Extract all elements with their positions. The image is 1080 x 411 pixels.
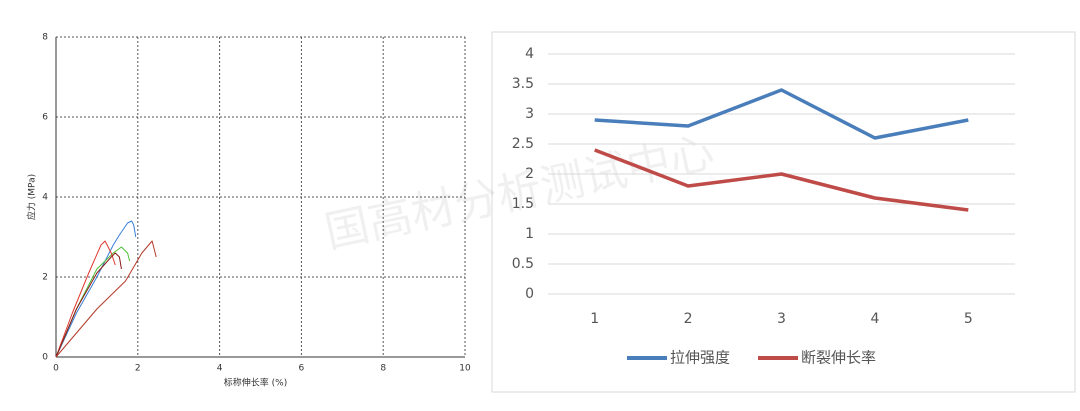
x-tick-label: 5: [964, 311, 973, 327]
y-tick-label: 6: [42, 113, 48, 123]
x-tick-label: 4: [217, 364, 223, 374]
x-axis-label: 标称伸长率 (%): [224, 377, 287, 389]
y-tick-label: 0: [42, 353, 48, 363]
x-tick-label: 2: [684, 311, 693, 327]
y-tick-label: 3: [525, 106, 534, 122]
x-tick-label: 1: [590, 311, 599, 327]
y-tick-label: 2: [525, 166, 534, 182]
series-line: [594, 148, 969, 212]
y-tick-label: 8: [42, 33, 48, 43]
chart-frame: [491, 31, 1076, 393]
x-tick-label: 2: [135, 364, 141, 374]
y-tick-label: 2: [42, 273, 48, 283]
y-tick-label: 2.5: [512, 136, 534, 152]
series-line: [55, 240, 116, 358]
legend-label: 拉伸强度: [670, 349, 730, 367]
series-line: [55, 220, 137, 358]
x-tick-label: 6: [299, 364, 305, 374]
y-tick-label: 1: [525, 226, 534, 242]
x-tick-label: 0: [53, 364, 59, 374]
legend-label: 断裂伸长率: [801, 349, 876, 367]
y-tick-label: 1.5: [512, 196, 534, 212]
x-tick-label: 4: [870, 311, 879, 327]
y-tick-label: 4: [525, 46, 534, 62]
series-line: [594, 88, 969, 140]
x-tick-label: 3: [777, 311, 786, 327]
series-line: [55, 240, 157, 358]
y-axis-label: 应力 (MPa): [26, 174, 38, 220]
x-tick-label: 8: [380, 364, 386, 374]
x-tick-label: 10: [459, 364, 471, 374]
y-tick-label: 3.5: [512, 76, 534, 92]
y-tick-label: 0: [525, 286, 534, 302]
y-tick-label: 4: [42, 193, 48, 203]
y-tick-label: 0.5: [512, 256, 534, 272]
series-line: [55, 252, 122, 358]
